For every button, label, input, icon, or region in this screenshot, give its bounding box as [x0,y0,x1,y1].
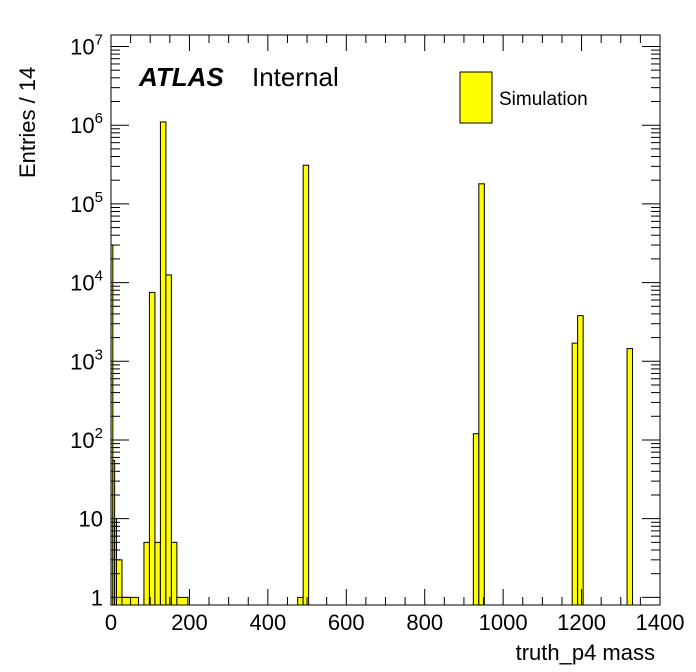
histogram-bar [478,183,485,606]
histogram-bar [165,274,172,606]
y-tick-labels: 1 10 102 103 104 105 106 107 [70,31,103,610]
y-tick-label: 10 [79,507,103,532]
y-tick-label: 106 [70,110,103,138]
y-tick-label: 102 [70,425,103,453]
x-tick-label: 200 [171,610,208,635]
y-tick-label: 105 [70,189,103,217]
x-axis-label: truth_p4 mass [516,640,655,665]
legend-label: Simulation [499,89,588,110]
histogram-bar [176,596,189,606]
x-tick-label: 1400 [636,610,685,635]
legend-swatch [459,71,493,124]
atlas-label: ATLAS [138,62,224,92]
x-tick-label: 1200 [557,610,606,635]
atlas-status-label: Internal [252,62,339,92]
axis-ticks [110,35,661,605]
histogram-bar [170,541,178,606]
plot-frame [110,34,661,606]
histogram-bar [302,164,310,606]
histogram-bar [115,559,123,606]
histogram-bar [159,121,167,606]
y-tick-label: 107 [70,31,103,59]
histogram-bar [626,348,634,606]
x-tick-label: 800 [406,610,443,635]
x-tick-label: 0 [105,610,117,635]
histogram-bar [577,315,584,606]
x-tick-labels: 0 200 400 600 800 1000 1200 1400 [105,610,685,635]
y-tick-label: 103 [70,346,103,374]
y-axis-label: Entries / 14 [15,67,40,178]
x-tick-label: 400 [249,610,286,635]
histogram-bar [148,291,156,606]
histogram-bar [143,541,150,606]
histogram-bars [110,121,634,606]
y-tick-label: 104 [70,268,103,296]
histogram-bar [154,541,161,606]
histogram-bar [571,342,579,606]
histogram-bar [297,596,304,606]
histogram-bar [472,433,480,606]
y-tick-label: 1 [91,585,103,610]
x-tick-label: 1000 [479,610,528,635]
x-tick-label: 600 [328,610,365,635]
